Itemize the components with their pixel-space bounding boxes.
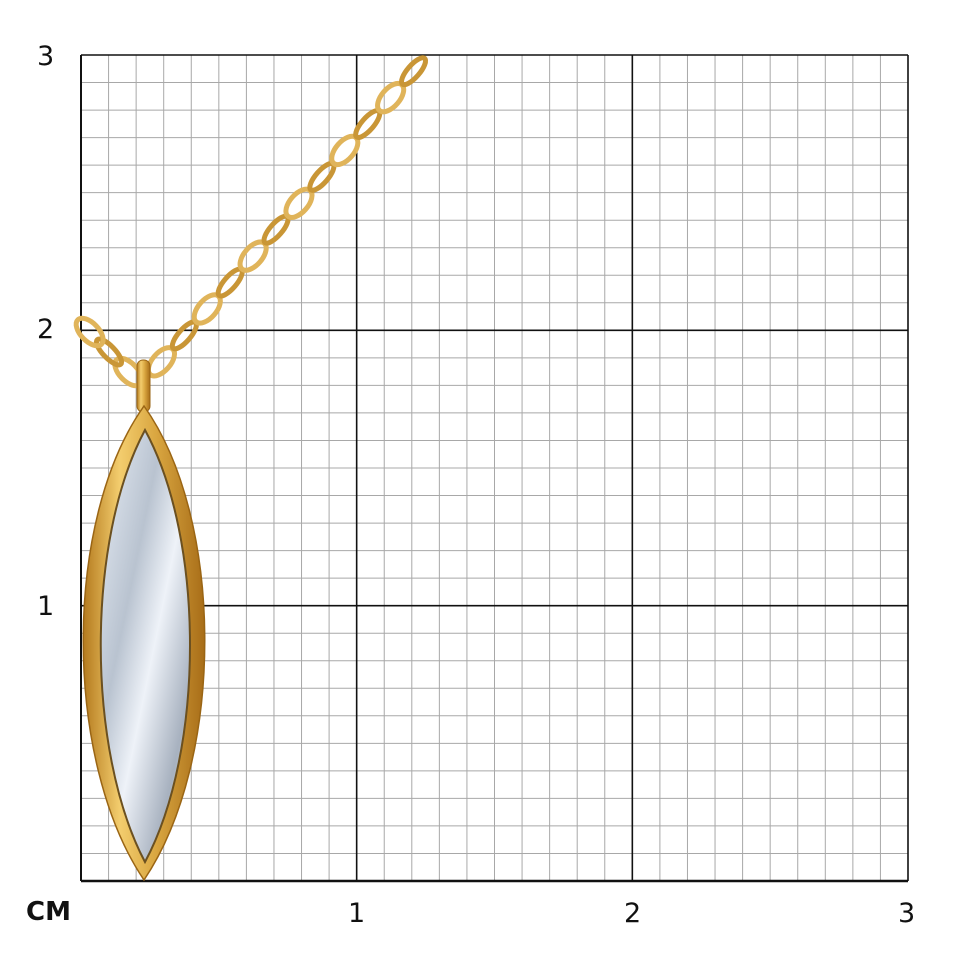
unit-label: CM (26, 897, 71, 927)
pendant-stone (99, 427, 191, 865)
chain-link (93, 336, 125, 368)
pendant-bail (136, 359, 151, 413)
x-tick-1: 1 (348, 898, 366, 929)
pendant (82, 359, 206, 882)
y-tick-1: 1 (37, 591, 55, 622)
x-tick-3: 3 (898, 898, 916, 929)
chain-link (399, 55, 429, 88)
y-tick-2: 2 (37, 314, 55, 345)
chain-link (73, 315, 106, 349)
chain (73, 55, 429, 389)
minor-grid-lines (81, 55, 908, 881)
x-tick-2: 2 (624, 898, 642, 929)
major-grid-lines (80, 54, 909, 883)
y-tick-3: 3 (37, 41, 55, 72)
